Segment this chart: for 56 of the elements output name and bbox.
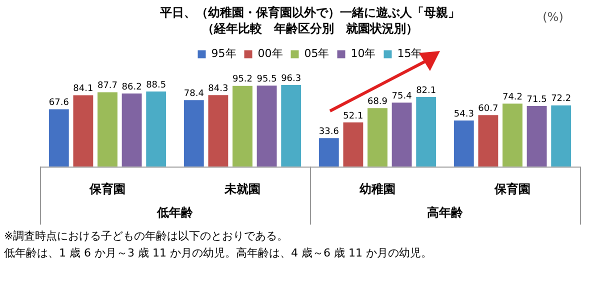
x-tick-label: 保育園 xyxy=(494,182,530,196)
data-label: 88.5 xyxy=(146,80,166,90)
bar xyxy=(256,86,277,167)
data-label: 84.1 xyxy=(73,84,94,94)
bar xyxy=(551,105,572,167)
legend-label: 05年 xyxy=(304,47,330,60)
bar xyxy=(281,84,302,167)
bar xyxy=(48,109,69,167)
text: 低年齢は、1 歳 6 か月～3 歳 11 か月の幼児。高年齢は、4 歳～6 歳 11 か月の幼児。 xyxy=(4,246,432,260)
bar xyxy=(416,96,436,167)
data-label: 82.1 xyxy=(416,86,436,96)
bar xyxy=(392,102,412,167)
bar xyxy=(122,94,142,167)
text: (%) xyxy=(542,10,564,24)
bar xyxy=(454,120,474,167)
x-tick-label: 幼稚園 xyxy=(360,182,396,196)
bar xyxy=(318,138,339,167)
bar xyxy=(232,86,252,167)
bar xyxy=(146,92,166,167)
bar xyxy=(478,115,498,167)
text: ※調査時点における子どもの年齢は以下のとおりである。 xyxy=(4,229,288,242)
bar xyxy=(184,100,204,167)
data-label: 75.4 xyxy=(392,92,412,102)
bar xyxy=(368,108,388,167)
data-label: 71.5 xyxy=(526,94,547,105)
data-label: 78.4 xyxy=(184,88,204,99)
data-label: 86.2 xyxy=(122,82,142,92)
bar xyxy=(526,106,547,167)
legend-label: 00年 xyxy=(258,47,283,60)
data-label: 95.2 xyxy=(232,74,253,85)
data-label: 87.7 xyxy=(97,81,118,92)
bar xyxy=(502,104,522,167)
data-label: 68.9 xyxy=(367,97,388,108)
chart-subtitle: （経年比較 年齢区分別 就園状況別） xyxy=(202,22,418,36)
data-label: 72.2 xyxy=(551,94,572,104)
data-label: 84.3 xyxy=(208,84,228,94)
data-label: 74.2 xyxy=(502,92,523,103)
data-label: 67.6 xyxy=(48,98,70,108)
data-label: 54.3 xyxy=(454,109,474,120)
x-tick-label: 未就園 xyxy=(224,182,260,196)
x-tick-label: 保育園 xyxy=(88,182,126,196)
chart-title: 平日、（幼稚園・保育園以外で）一緒に遊ぶ人「母親」 xyxy=(159,5,460,20)
legend-label: 10年 xyxy=(350,47,376,60)
legend-label: 95年 xyxy=(211,47,236,60)
bar xyxy=(98,92,118,167)
data-label: 96.3 xyxy=(281,74,302,84)
data-label: 52.1 xyxy=(343,111,364,122)
text: 高年齢 xyxy=(427,206,464,220)
bar xyxy=(73,95,94,167)
data-label: 60.7 xyxy=(478,104,498,114)
legend-label: 15年 xyxy=(397,47,422,60)
data-label: 95.5 xyxy=(256,74,277,84)
bar xyxy=(343,122,364,167)
data-label: 33.6 xyxy=(318,126,340,137)
bar xyxy=(208,95,228,167)
text: 低年齢 xyxy=(156,206,194,220)
